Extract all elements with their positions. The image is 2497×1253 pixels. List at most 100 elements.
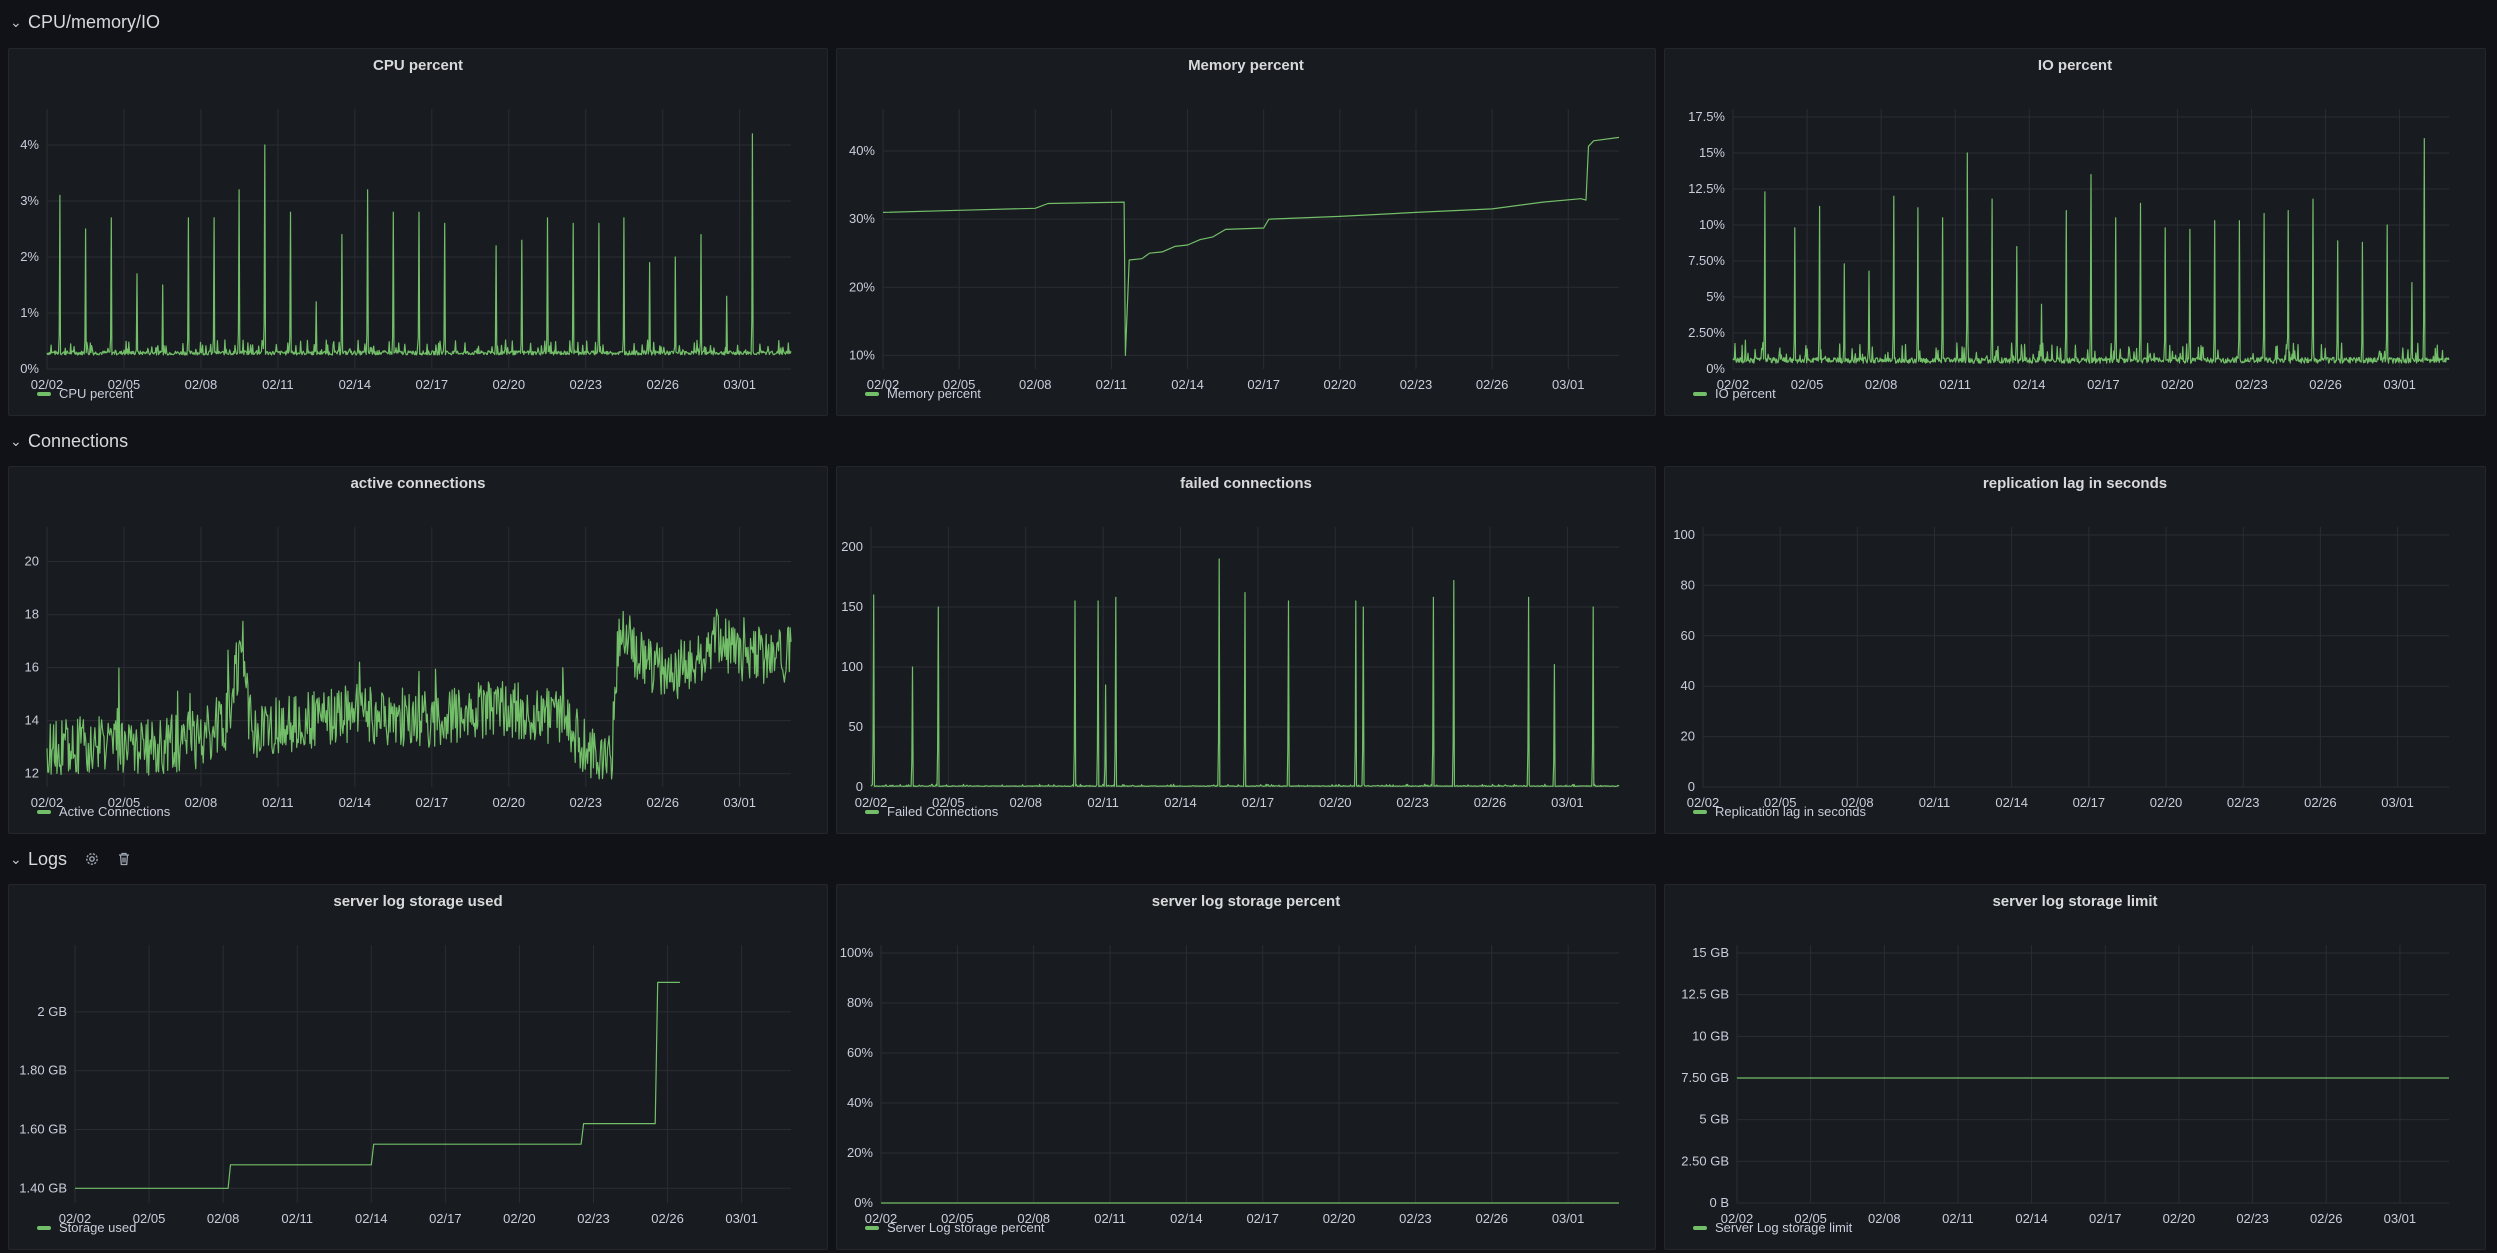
panel-title: IO percent [2037, 57, 2113, 74]
legend-item[interactable]: IO percent [1693, 386, 1776, 401]
legend-item[interactable]: Server Log storage percent [865, 1220, 1045, 1235]
x-tick-label: 02/05 [1791, 377, 1824, 392]
x-tick-label: 02/20 [493, 795, 526, 810]
x-tick-label: 02/26 [646, 377, 679, 392]
panel-server-log-storage-limit[interactable]: server log storage limit 0 B 2.50 GB 5 GB 7… [1664, 884, 2486, 1250]
y-tick-label: 150 [841, 599, 863, 614]
panel-title: CPU percent [372, 57, 464, 74]
panel-server-log-storage-percent[interactable]: server log storage percent 0% 20% 40% 60% 80… [836, 884, 1656, 1250]
y-tick-label: 2.50% [1688, 325, 1725, 340]
panel-replication-lag[interactable]: replication lag in seconds 0 20 40 60 80 100 0… [1664, 466, 2486, 834]
x-tick-label: 02/23 [577, 1211, 610, 1226]
legend-label: Server Log storage limit [1715, 1220, 1853, 1235]
legend-swatch [1693, 1225, 1707, 1230]
x-tick-label: 02/14 [1995, 795, 2028, 810]
panel-active-connections[interactable]: active connections 12 14 16 18 20 02/02 02/05 0… [8, 466, 828, 834]
series-line [46, 608, 792, 780]
panel-cpu-percent[interactable]: CPU percent 0% 1% 2% 3% 4% 02/02 02/05 02/08 02/… [8, 48, 828, 416]
replication-lag-chart: 0 20 40 60 80 100 02/02 02/05 02/08 02/11 02/14 02/… [1673, 527, 2449, 810]
x-tick-label: 03/01 [2383, 377, 2416, 392]
x-tick-label: 02/23 [2235, 377, 2268, 392]
panel-title: Memory percent [1188, 57, 1304, 74]
y-tick-label: 1.60 GB [19, 1121, 67, 1136]
x-tick-label: 02/20 [2150, 795, 2183, 810]
row-header-logs[interactable]: ⌄ Logs [10, 845, 135, 873]
trash-icon[interactable] [113, 848, 135, 870]
chevron-down-icon[interactable]: ⌄ [10, 850, 22, 867]
x-tick-label: 02/08 [1019, 377, 1052, 392]
y-tick-label: 80% [847, 995, 873, 1010]
legend-item[interactable]: CPU percent [37, 386, 133, 401]
x-tick-label: 02/14 [355, 1211, 388, 1226]
x-tick-label: 02/26 [646, 795, 679, 810]
x-tick-label: 02/02 [1717, 377, 1750, 392]
panel-memory-percent[interactable]: Memory percent 10% 20% 30% 40% 02/02 02/05 02/… [836, 48, 1656, 416]
legend-item[interactable]: Memory percent [865, 386, 981, 401]
y-tick-label: 4% [20, 137, 39, 152]
x-tick-label: 02/08 [185, 377, 218, 392]
chevron-down-icon[interactable]: ⌄ [10, 432, 22, 449]
y-tick-label: 20% [847, 1145, 873, 1160]
x-tick-label: 02/05 [943, 377, 976, 392]
y-tick-label: 17.5% [1688, 109, 1725, 124]
y-tick-label: 0% [854, 1195, 873, 1210]
legend-item[interactable]: Failed Connections [865, 804, 998, 819]
active-connections-chart: 12 14 16 18 20 02/02 02/05 02/08 02/11 02/14 02/17… [25, 527, 792, 810]
legend-label: Server Log storage percent [887, 1220, 1045, 1235]
x-tick-label: 02/20 [1323, 1211, 1356, 1226]
y-tick-label: 40% [847, 1095, 873, 1110]
x-tick-label: 02/05 [941, 1211, 974, 1226]
legend-item[interactable]: Storage used [37, 1220, 136, 1235]
legend-swatch [865, 809, 879, 814]
x-tick-label: 03/01 [723, 795, 756, 810]
x-tick-label: 02/23 [1399, 1211, 1432, 1226]
legend-item[interactable]: Replication lag in seconds [1693, 804, 1866, 819]
x-tick-label: 03/01 [1551, 795, 1584, 810]
x-tick-label: 02/26 [2310, 1211, 2343, 1226]
x-tick-label: 02/20 [1319, 795, 1352, 810]
x-tick-label: 02/17 [1247, 377, 1280, 392]
y-tick-label: 7.50 GB [1681, 1070, 1729, 1085]
x-tick-label: 02/20 [2161, 377, 2194, 392]
panel-title: failed connections [1180, 475, 1312, 492]
row-header-connections[interactable]: ⌄ Connections [10, 427, 128, 455]
chevron-down-icon[interactable]: ⌄ [10, 13, 22, 30]
y-tick-label: 5 GB [1699, 1112, 1729, 1127]
series-line [870, 558, 1620, 787]
row-header-cpu-memory-io[interactable]: ⌄ CPU/memory/IO [10, 8, 160, 36]
x-tick-label: 02/11 [262, 795, 294, 810]
x-tick-label: 02/14 [1171, 377, 1204, 392]
x-tick-label: 03/01 [2384, 1211, 2417, 1226]
y-tick-label: 20 [1681, 729, 1695, 744]
gear-icon[interactable] [81, 848, 103, 870]
y-tick-label: 0% [1706, 361, 1725, 376]
series-line [75, 981, 680, 1189]
panel-io-percent[interactable]: IO percent 0% 2.50% 5% 7.50% 10% 12.5% 15% 17.5… [1664, 48, 2486, 416]
legend-item[interactable]: Active Connections [37, 804, 170, 819]
x-tick-label: 02/11 [1939, 377, 1971, 392]
x-tick-label: 02/26 [2309, 377, 2342, 392]
panel-failed-connections[interactable]: failed connections 0 50 100 150 200 02/02 02/0… [836, 466, 1656, 834]
panel-title: replication lag in seconds [1982, 475, 2168, 492]
x-tick-label: 02/20 [2163, 1211, 2196, 1226]
x-tick-label: 02/20 [1324, 377, 1357, 392]
legend-label: Active Connections [59, 804, 171, 819]
y-tick-label: 5% [1706, 289, 1725, 304]
panel-server-log-storage-used[interactable]: server log storage used 1.40 GB 1.60 GB 1.… [8, 884, 828, 1250]
x-tick-label: 03/01 [1552, 377, 1585, 392]
x-tick-label: 02/17 [416, 377, 449, 392]
x-tick-label: 02/11 [262, 377, 294, 392]
x-tick-label: 02/17 [2087, 377, 2120, 392]
x-tick-label: 02/05 [108, 377, 141, 392]
x-tick-label: 02/11 [1919, 795, 1951, 810]
x-tick-label: 02/26 [2304, 795, 2337, 810]
series-line [46, 133, 792, 356]
x-tick-label: 02/23 [2236, 1211, 2269, 1226]
legend-item[interactable]: Server Log storage limit [1693, 1220, 1852, 1235]
x-tick-label: 02/08 [1017, 1211, 1050, 1226]
x-tick-label: 02/26 [1475, 1211, 1508, 1226]
x-tick-label: 02/08 [185, 795, 218, 810]
x-tick-label: 02/08 [1841, 795, 1874, 810]
x-tick-label: 03/01 [723, 377, 756, 392]
legend-label: Replication lag in seconds [1715, 804, 1867, 819]
